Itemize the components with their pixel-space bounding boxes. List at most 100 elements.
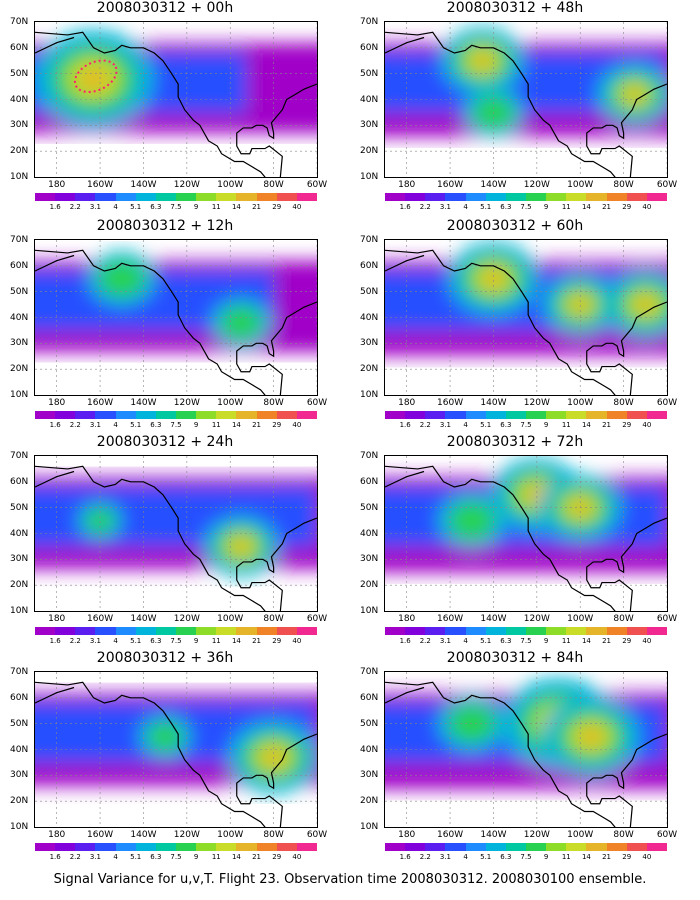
- lat-tick-label: 10N: [360, 822, 379, 832]
- colorbar-label: 29: [622, 421, 632, 429]
- colorbar-label: 40: [292, 421, 302, 429]
- colorbar-label: 1.6: [399, 203, 411, 211]
- colorbar-label: 14: [231, 637, 241, 645]
- colorbar-label: 14: [231, 853, 241, 861]
- colorbar-label: 14: [581, 203, 591, 211]
- lon-tick-label: 80W: [263, 614, 284, 624]
- lat-tick-label: 30N: [360, 770, 379, 781]
- lon-tick-label: 140W: [130, 830, 157, 840]
- panel-title: 2008030312 + 60h: [446, 218, 584, 234]
- colorbar-label: 11: [561, 203, 571, 211]
- colorbar-label: 4: [463, 421, 468, 429]
- lat-tick-label: 60N: [360, 260, 379, 271]
- lat-tick-label: 10N: [360, 172, 379, 182]
- colorbar-label: 3.1: [89, 853, 101, 861]
- colorbar-label: 7.5: [520, 853, 532, 861]
- colorbar-label: 29: [622, 853, 632, 861]
- colorbar-label: 21: [252, 203, 262, 211]
- lat-tick-label: 20N: [360, 364, 379, 375]
- colorbar-label: 9: [543, 853, 549, 861]
- panel-title: 2008030312 + 36h: [96, 650, 234, 666]
- colorbar-label: 2.2: [419, 203, 431, 211]
- lon-tick-label: 140W: [130, 398, 157, 408]
- lon-tick-label: 100W: [217, 180, 244, 190]
- panel-title: 2008030312 + 00h: [96, 0, 234, 16]
- colorbar-label: 9: [543, 421, 549, 429]
- colorbar-label: 7.5: [170, 203, 182, 211]
- lon-tick-label: 100W: [567, 830, 594, 840]
- lat-tick-label: 20N: [10, 580, 29, 591]
- lon-tick-label: 120W: [173, 180, 200, 190]
- lat-tick-label: 50N: [360, 502, 379, 513]
- lon-tick-label: 60W: [656, 614, 678, 624]
- lat-tick-label: 50N: [10, 718, 29, 729]
- lat-tick-label: 30N: [10, 770, 29, 781]
- colorbar-label: 3.1: [439, 637, 451, 645]
- lon-tick-label: 80W: [263, 398, 284, 408]
- colorbar-label: 14: [581, 853, 591, 861]
- colorbar-label: 21: [602, 421, 612, 429]
- variance-map: [34, 671, 318, 828]
- lat-tick-label: 40N: [360, 94, 379, 105]
- lat-tick-label: 50N: [360, 68, 379, 79]
- colorbar-label: 29: [622, 637, 632, 645]
- lat-tick-label: 20N: [10, 364, 29, 375]
- lat-tick-label: 20N: [360, 796, 379, 807]
- lat-tick-label: 60N: [360, 42, 379, 53]
- colorbar-label: 21: [252, 421, 262, 429]
- lon-tick-label: 160W: [437, 180, 464, 190]
- colorbar-label: 14: [581, 637, 591, 645]
- colorbar-label: 1.6: [399, 637, 411, 645]
- colorbar-label: 2.2: [419, 853, 431, 861]
- colorbar-label: 4: [113, 203, 118, 211]
- lat-tick-label: 70N: [10, 667, 29, 677]
- colorbar-label: 6.3: [150, 637, 162, 645]
- lon-tick-label: 120W: [173, 398, 200, 408]
- lon-tick-label: 100W: [567, 180, 594, 190]
- variance-map: [384, 455, 668, 612]
- colorbar: [35, 627, 317, 635]
- panel-title: 2008030312 + 24h: [96, 434, 234, 450]
- lon-tick-label: 120W: [523, 180, 550, 190]
- lon-tick-label: 140W: [130, 180, 157, 190]
- colorbar-label: 9: [193, 203, 199, 211]
- colorbar-label: 11: [561, 637, 571, 645]
- colorbar-label: 3.1: [89, 637, 101, 645]
- colorbar-label: 6.3: [150, 421, 162, 429]
- colorbar-label: 40: [642, 853, 652, 861]
- lat-tick-label: 70N: [360, 235, 379, 245]
- lon-tick-label: 80W: [613, 180, 634, 190]
- lat-tick-label: 20N: [360, 146, 379, 157]
- map-panel: 2008030312 + 00h 70N 60N 50N 40N 30N 20N 10N 180…: [0, 0, 330, 215]
- lat-tick-label: 60N: [10, 42, 29, 53]
- colorbar-label: 1.6: [399, 853, 411, 861]
- lon-tick-label: 160W: [437, 614, 464, 624]
- colorbar-label: 29: [272, 853, 282, 861]
- lat-tick-label: 30N: [360, 338, 379, 349]
- lat-tick-label: 40N: [10, 528, 29, 539]
- colorbar-label: 21: [252, 637, 262, 645]
- colorbar-label: 40: [292, 637, 302, 645]
- colorbar-label: 40: [642, 421, 652, 429]
- colorbar-label: 21: [602, 853, 612, 861]
- lon-tick-label: 100W: [567, 614, 594, 624]
- colorbar-label: 11: [211, 853, 221, 861]
- colorbar-label: 21: [602, 637, 612, 645]
- lat-tick-label: 70N: [10, 235, 29, 245]
- lat-tick-label: 40N: [10, 94, 29, 105]
- lat-tick-label: 40N: [10, 744, 29, 755]
- colorbar-label: 5.1: [480, 637, 492, 645]
- lat-tick-label: 40N: [360, 744, 379, 755]
- lat-tick-label: 70N: [360, 451, 379, 461]
- colorbar-label: 4: [463, 637, 468, 645]
- lon-tick-label: 180: [48, 398, 66, 408]
- lat-tick-label: 60N: [10, 476, 29, 487]
- colorbar-label: 5.1: [130, 421, 142, 429]
- colorbar-label: 7.5: [170, 637, 182, 645]
- lat-tick-label: 70N: [10, 17, 29, 27]
- lon-tick-label: 160W: [87, 614, 114, 624]
- map-panel: 2008030312 + 72h 70N 60N 50N 40N 30N 20N 10N 180…: [350, 434, 680, 649]
- map-panel: 2008030312 + 84h 70N 60N 50N 40N 30N 20N 10N 180…: [350, 650, 680, 865]
- lat-tick-label: 70N: [10, 451, 29, 461]
- colorbar: [35, 843, 317, 851]
